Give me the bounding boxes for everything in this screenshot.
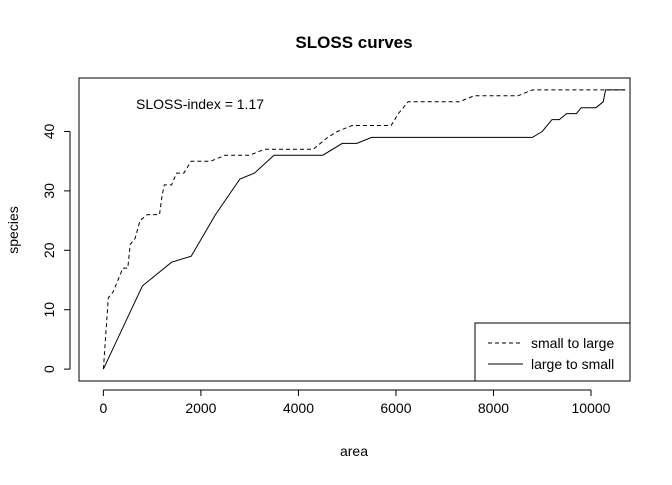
x-tick-label: 4000 [283,400,314,416]
x-axis-label: area [340,443,368,459]
x-tick-label: 2000 [185,400,216,416]
x-tick-label: 8000 [478,400,509,416]
plot-frame [78,77,631,382]
y-tick-label: 10 [41,302,57,318]
series-layer [102,89,626,370]
sloss-index-annotation: SLOSS-index = 1.17 [136,96,264,112]
x-tick-label: 0 [99,400,107,416]
series-line-small-to-large [102,89,626,370]
legend: small to large large to small [474,322,631,382]
legend-label: large to small [531,356,614,372]
legend-box [474,322,631,382]
y-axis-label: species [5,206,21,253]
y-tick-label: 40 [41,123,57,139]
series-line-large-to-small [102,89,626,370]
y-tick-label: 0 [41,365,57,373]
y-tick-label: 20 [41,242,57,258]
x-tick-label: 6000 [380,400,411,416]
y-tick-label: 30 [41,183,57,199]
x-axis: 0 2000 4000 6000 8000 10000 [99,389,611,416]
legend-label: small to large [531,335,614,351]
x-tick-label: 10000 [572,400,611,416]
chart-title: SLOSS curves [295,33,412,52]
y-axis: 0 10 20 30 40 [41,123,71,373]
